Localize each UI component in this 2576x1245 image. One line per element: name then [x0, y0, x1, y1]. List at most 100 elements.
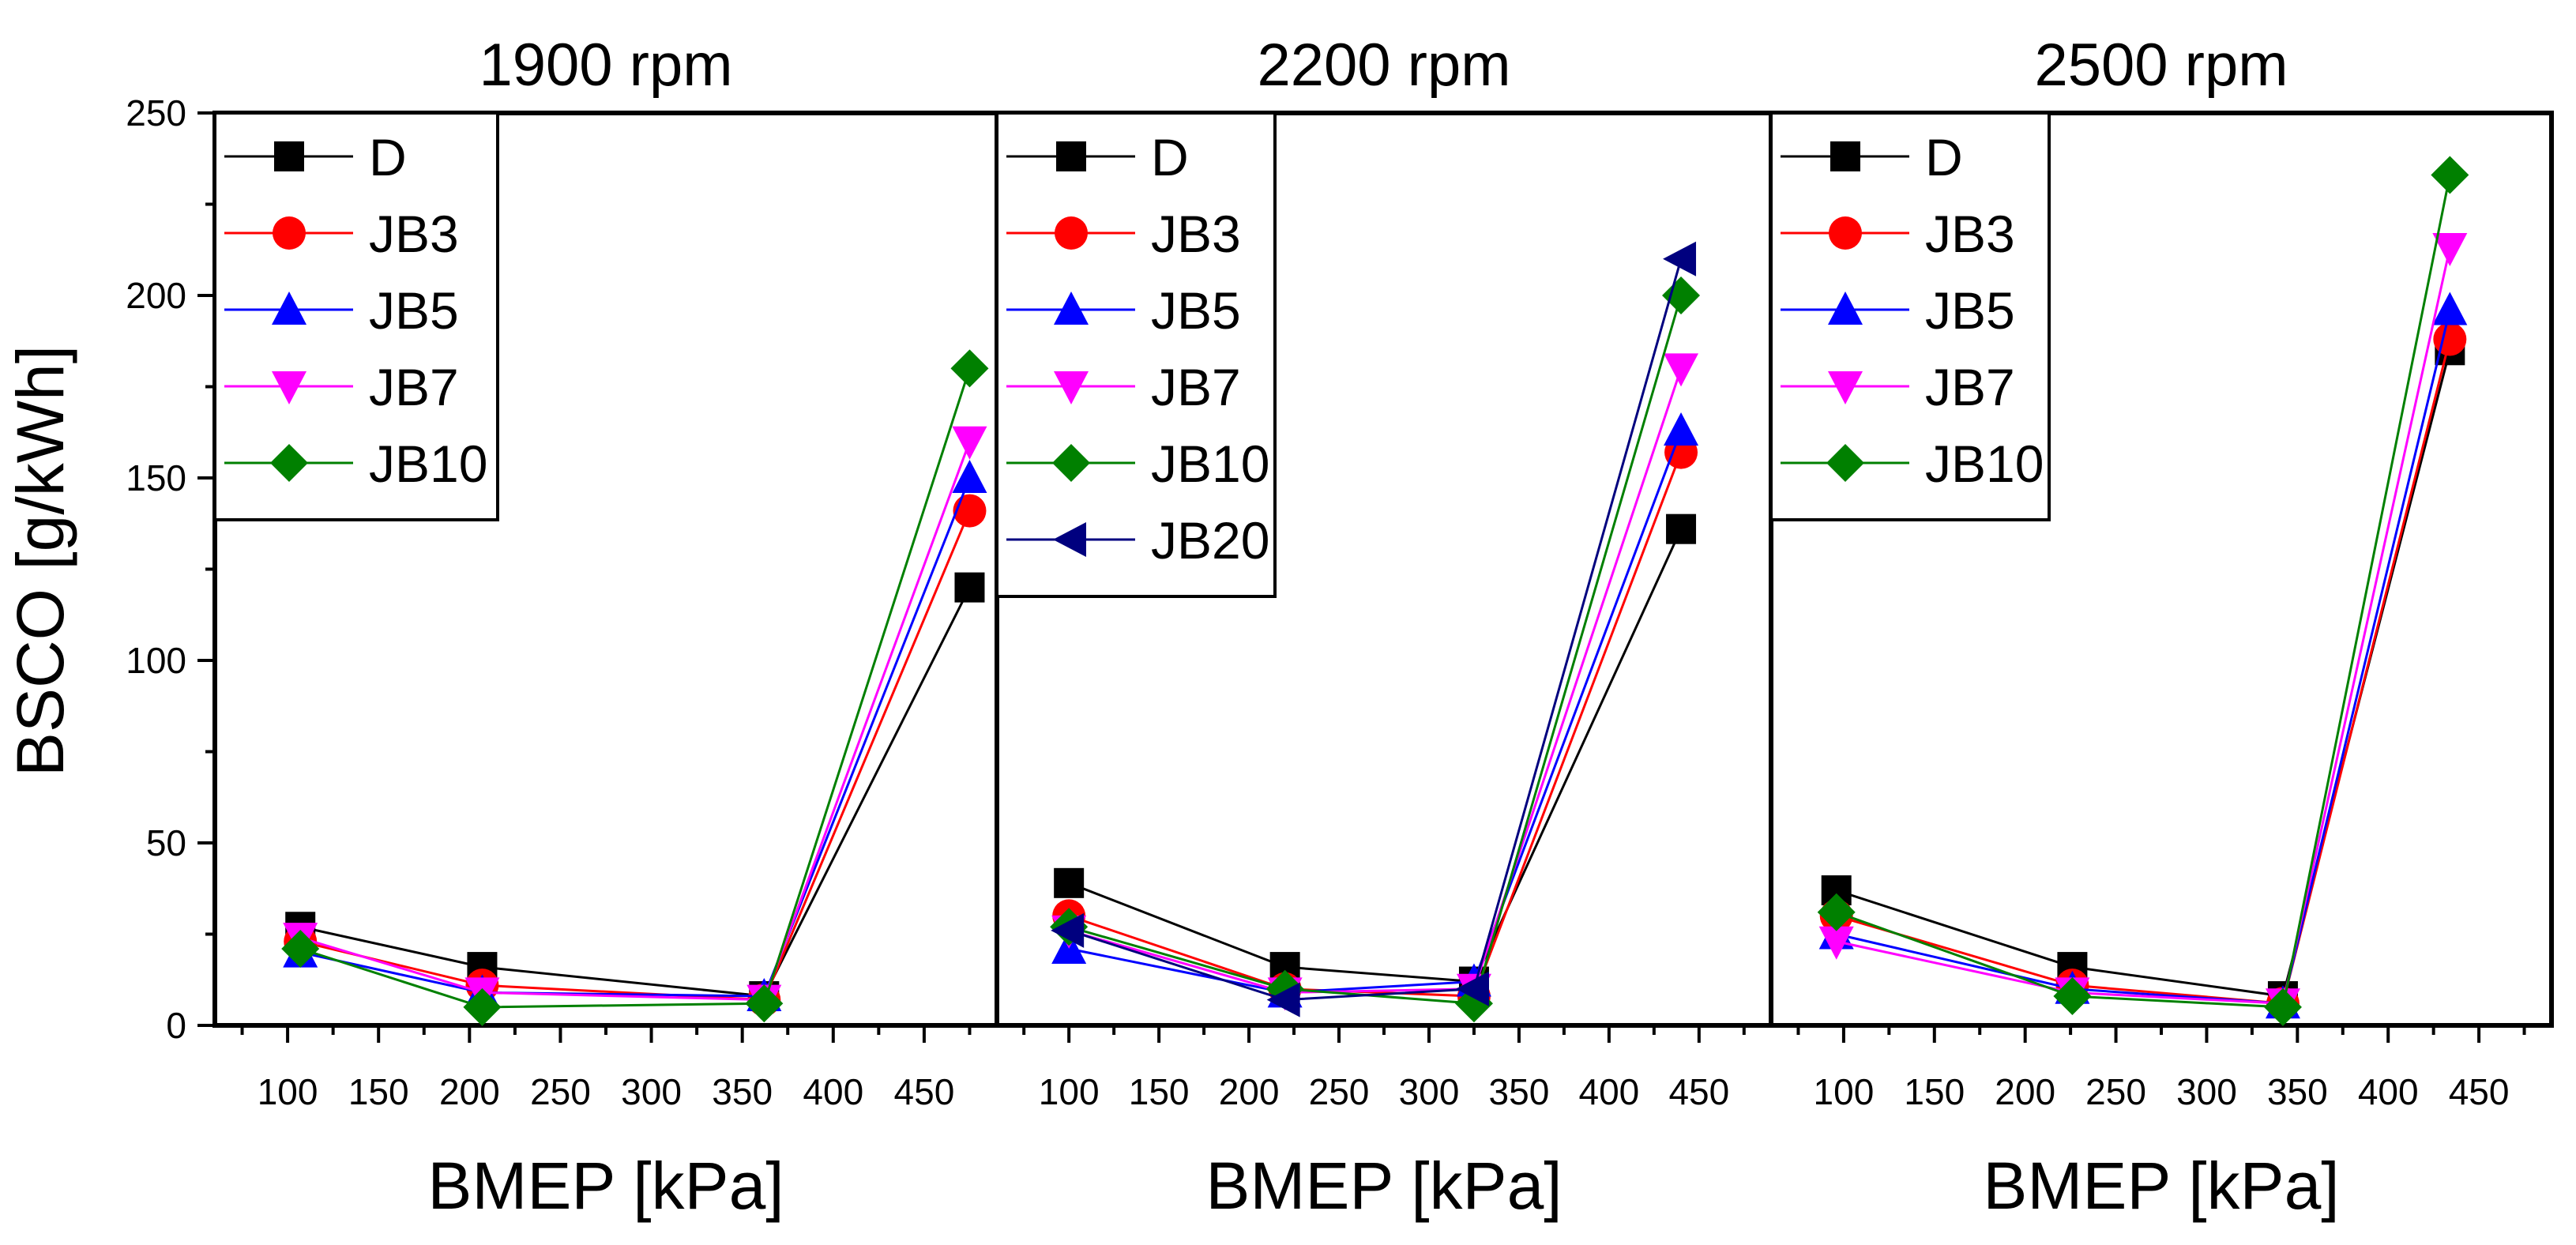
x-tick-label: 300 — [621, 1071, 682, 1112]
legend-label: D — [1151, 128, 1189, 186]
x-tick-label: 150 — [1129, 1071, 1190, 1112]
series-line — [1068, 258, 1683, 1002]
panels: 1900 rpm 100 150 200 250 300 350 400 450 0 50 100 15… — [126, 32, 2554, 1223]
panel-title: 2200 rpm — [1257, 32, 1510, 99]
series-jb10 — [281, 349, 989, 1026]
panel-2: 2200 rpm 100 150 200 250 300 350 400 450 BMEP [kP… — [995, 32, 1773, 1223]
legend-item-jb7: JB7 — [1006, 358, 1241, 416]
data-point — [2263, 987, 2302, 1026]
data-point — [953, 494, 987, 528]
legend-item-jb3: JB3 — [1006, 205, 1241, 263]
x-tick-label: 450 — [1668, 1071, 1729, 1112]
x-tick-label: 350 — [712, 1071, 773, 1112]
x-tick-label: 100 — [1814, 1071, 1875, 1112]
data-point — [2432, 292, 2468, 325]
legend-marker — [272, 371, 306, 404]
y-tick-label: 0 — [166, 1005, 186, 1046]
series-line — [299, 510, 971, 1002]
data-point — [2053, 977, 2092, 1016]
data-point — [745, 984, 784, 1023]
x-axis-label: BMEP [kPa] — [1983, 1149, 2339, 1223]
legend-marker — [1056, 141, 1086, 171]
series-line — [1836, 339, 2451, 1005]
legend-marker — [1826, 444, 1864, 482]
legend-marker — [274, 141, 304, 171]
y-tick-label: 200 — [126, 275, 186, 316]
series-jb3 — [284, 494, 987, 1017]
x-tick-label: 200 — [439, 1071, 500, 1112]
x-axis-label: BMEP [kPa] — [1205, 1149, 1562, 1223]
data-point — [1666, 513, 1697, 544]
data-point — [1051, 912, 1085, 948]
legend-label: D — [1925, 128, 1963, 186]
legend-item-jb3: JB3 — [224, 205, 459, 263]
x-axis-label: BMEP [kPa] — [427, 1149, 784, 1223]
legend-label: JB7 — [369, 358, 459, 416]
legend-marker — [1053, 522, 1086, 557]
legend-label: JB3 — [1925, 205, 2015, 263]
legend-label: JB7 — [1925, 358, 2015, 416]
x-tick-label: 250 — [530, 1071, 591, 1112]
series-line — [299, 441, 971, 1002]
legend-item-jb7: JB7 — [224, 358, 459, 416]
x-tick-label: 200 — [1995, 1071, 2055, 1112]
x-tick-label: 400 — [1579, 1071, 1640, 1112]
legend-label: JB10 — [1925, 434, 2044, 493]
legend-item-jb5: JB5 — [1006, 281, 1241, 340]
legend-marker — [270, 444, 308, 482]
y-tick-label: 250 — [126, 92, 186, 134]
x-tick-label: 450 — [2449, 1071, 2510, 1112]
legend-item-d: D — [224, 128, 407, 186]
data-point — [952, 426, 987, 460]
series-line — [1068, 528, 1683, 984]
series-line — [1068, 452, 1683, 998]
legend-box — [995, 111, 1277, 598]
legend-box — [213, 111, 499, 521]
x-tick-label: 100 — [258, 1071, 318, 1112]
series-line — [299, 586, 971, 998]
legend-marker — [1829, 216, 1862, 250]
legend-marker — [1054, 292, 1089, 325]
legend-label: JB10 — [1151, 434, 1269, 493]
y-tick-label: 150 — [126, 457, 186, 498]
legend-marker — [1828, 371, 1863, 404]
legend-marker — [1052, 444, 1090, 482]
panel-title: 2500 rpm — [2034, 32, 2288, 99]
data-point — [2431, 156, 2469, 194]
legend: D JB3 JB5 JB7 JB10 — [213, 111, 499, 521]
series-line — [1068, 430, 1683, 994]
legend-label: JB5 — [369, 281, 459, 340]
legend-label: JB3 — [369, 205, 459, 263]
legend-label: JB3 — [1151, 205, 1241, 263]
legend-item-jb10: JB10 — [1006, 434, 1269, 493]
legend-marker — [1054, 371, 1089, 404]
legend-item-d: D — [1006, 128, 1189, 186]
series-line — [1836, 247, 2451, 1005]
data-point — [1054, 867, 1085, 898]
legend-label: D — [369, 128, 407, 186]
x-tick-label: 150 — [1904, 1071, 1965, 1112]
x-tick-label: 300 — [1399, 1071, 1460, 1112]
series-line — [1836, 175, 2451, 1009]
legend-item-d: D — [1781, 128, 1963, 186]
legend-label: JB5 — [1925, 281, 2015, 340]
legend: D JB3 JB5 JB7 JB10 — [1769, 111, 2051, 521]
legend-marker — [1830, 141, 1860, 171]
legend-item-jb10: JB10 — [1781, 434, 2044, 493]
legend-item-jb10: JB10 — [224, 434, 487, 493]
series-line — [299, 367, 971, 1009]
series-jb10 — [1817, 156, 2469, 1026]
data-point — [1266, 982, 1300, 1017]
legend-item-jb7: JB7 — [1781, 358, 2015, 416]
series-d — [285, 572, 985, 1012]
x-tick-label: 250 — [2085, 1071, 2146, 1112]
legend-marker — [273, 216, 306, 250]
x-tick-label: 400 — [803, 1071, 863, 1112]
series-line — [1836, 310, 2451, 1005]
data-point — [1817, 893, 1856, 931]
x-tick-label: 450 — [894, 1071, 955, 1112]
data-point — [954, 572, 985, 603]
legend-label: JB20 — [1151, 511, 1269, 570]
